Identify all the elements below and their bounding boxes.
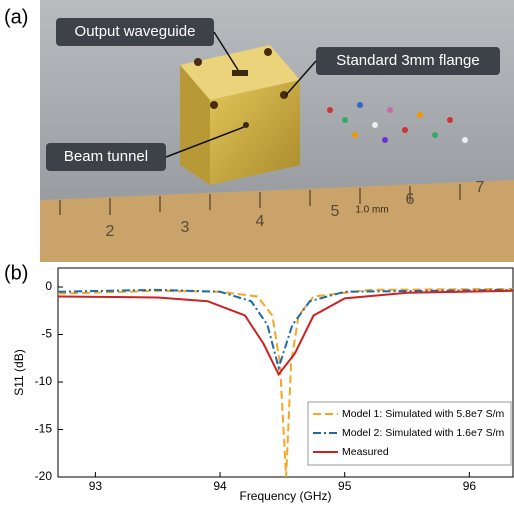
- panel-label: (b): [4, 262, 28, 284]
- y-tick-label: -5: [41, 327, 52, 341]
- ruler-label: 1.0 mm: [355, 205, 388, 216]
- page: Output waveguide Standard 3mm flange Bea…: [0, 0, 514, 512]
- x-axis-label: Frequency (GHz): [239, 489, 331, 503]
- x-tick-label: 94: [213, 479, 227, 493]
- panel-label: (a): [4, 6, 28, 28]
- ruler-label: 2: [106, 223, 115, 240]
- ruler-label: 6: [406, 191, 415, 208]
- plot: 0 -5 -10 -15 -20 93 94 95 96 Frequency (GHz) S11 (…: [12, 268, 513, 503]
- ruler-label: 4: [256, 213, 265, 230]
- legend-label: Measured: [342, 446, 389, 458]
- y-tick-label: -20: [35, 469, 53, 483]
- series-line: [58, 291, 513, 375]
- y-tick-label: -15: [35, 422, 53, 436]
- ruler-label: 7: [476, 179, 485, 196]
- series-line: [58, 290, 513, 368]
- x-tick-label: 96: [463, 479, 477, 493]
- y-tick-label: 0: [45, 279, 52, 293]
- callout: Output waveguide: [75, 23, 196, 40]
- callout: Standard 3mm flange: [336, 52, 479, 69]
- x-tick-label: 93: [89, 479, 103, 493]
- y-tick-label: -10: [35, 374, 53, 388]
- y-axis-label: S11 (dB): [12, 349, 26, 395]
- legend-label: Model 2: Simulated with 1.6e7 S/m: [342, 427, 505, 439]
- callout: Beam tunnel: [64, 148, 148, 165]
- figure: Output waveguide Standard 3mm flange Bea…: [0, 0, 514, 507]
- x-tick-label: 95: [338, 479, 352, 493]
- ruler-label: 5: [331, 203, 340, 220]
- legend-label: Model 1: Simulated with 5.8e7 S/m: [342, 408, 505, 420]
- ruler-label: 3: [181, 219, 190, 236]
- photo: Output waveguide Standard 3mm flange Bea…: [40, 0, 514, 262]
